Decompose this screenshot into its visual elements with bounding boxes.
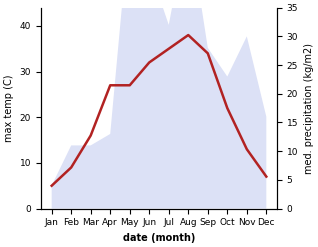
Y-axis label: max temp (C): max temp (C) (4, 74, 14, 142)
X-axis label: date (month): date (month) (123, 233, 195, 243)
Y-axis label: med. precipitation (kg/m2): med. precipitation (kg/m2) (304, 43, 314, 174)
